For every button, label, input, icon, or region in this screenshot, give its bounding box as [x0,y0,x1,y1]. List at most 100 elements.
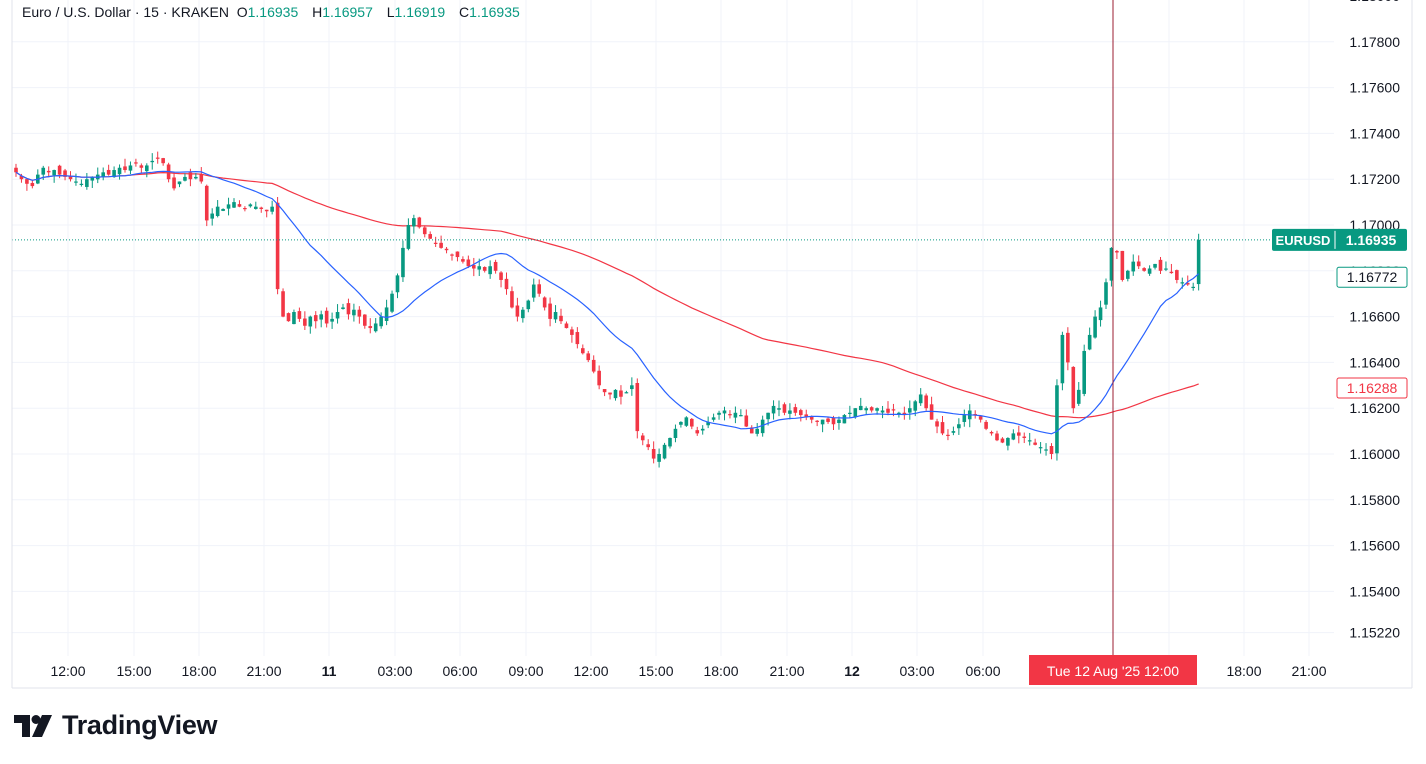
candle [559,308,563,324]
time-tick-label: 12 [844,663,860,679]
candle [466,255,471,269]
price-tick-label: 1.18000 [1349,0,1400,4]
candle [1027,432,1032,446]
candle [450,253,454,261]
candle [690,418,694,430]
candle [439,235,443,249]
candle [946,429,950,441]
candle [275,196,280,295]
tradingview-wordmark: TradingView [62,710,218,740]
candle [368,318,373,334]
candle [1115,249,1119,260]
candle [74,173,78,186]
candle [85,173,89,190]
candle [548,297,552,327]
candle [940,415,945,436]
high-label: H [312,4,323,20]
candle [428,231,432,239]
ma-slow-price-tag: 1.16288 [1336,377,1408,399]
price-tick-label: 1.15800 [1349,492,1400,508]
candle [145,163,149,178]
candle [117,164,122,180]
candle [1033,438,1037,446]
tradingview-logo[interactable]: TradingView [14,710,218,741]
candle [259,206,264,213]
candle [264,209,269,218]
price-tick-label: 1.16000 [1349,446,1400,462]
candle [957,418,961,435]
time-tick-label: 06:00 [442,663,477,679]
candle [199,167,204,184]
time-axis[interactable]: 12:00 15:00 18:00 21:00 11 03:00 06:00 09:00 12:… [50,663,1326,679]
price-tick-label: 1.16200 [1349,400,1400,416]
candle [128,161,133,175]
candle [1126,269,1130,282]
candle [935,418,939,434]
candle [390,290,394,314]
candle [510,286,514,309]
candle [412,214,416,234]
time-tick-label: 11 [322,663,337,679]
candle [106,164,111,176]
candle [635,378,640,439]
candle [384,299,389,326]
price-tick-label: 1.17600 [1349,80,1400,96]
candle [673,424,678,443]
candle [406,218,411,251]
candle [908,400,912,420]
candle [722,406,727,421]
candle [515,297,520,322]
candle [788,403,792,420]
time-tick-label: 21:00 [769,663,804,679]
high-value: 1.16957 [322,4,373,20]
candle [210,208,214,226]
candle [243,206,247,212]
candle [651,441,656,464]
crosshair-tag-bg [1029,655,1197,685]
candle [657,448,661,468]
candle [924,393,928,411]
candle [858,397,863,411]
candle [1169,263,1174,274]
candle [422,225,427,238]
candle [335,304,340,324]
candle [597,365,601,390]
price-tick-label: 1.17800 [1349,34,1400,50]
candle [319,310,323,328]
low-label: L [386,4,395,20]
candle [995,430,999,442]
candle [1175,269,1179,284]
candle [493,259,498,274]
candle [286,312,291,322]
candle [586,350,591,363]
candle [330,312,334,329]
close-value: 1.16935 [469,4,520,20]
candle [717,410,721,420]
candle [417,216,422,229]
candle [172,171,176,191]
candle [777,400,781,417]
candle [1164,261,1168,272]
fast-moving-average [15,170,1200,435]
candle [951,426,956,436]
candle [521,307,525,323]
candle [989,430,994,436]
candle [728,410,732,419]
candle [101,167,105,181]
price-tick-label: 1.16600 [1349,309,1400,325]
candle [619,385,623,405]
candle [297,307,302,322]
candle [308,315,313,334]
candle [488,260,492,279]
time-tick-label: 09:00 [508,663,543,679]
candle [504,272,509,295]
candle [237,200,242,208]
chart-legend: Euro / U.S. Dollar · 15 · KRAKEN O1.1693… [22,4,530,20]
candle [1044,443,1048,456]
ma-fast-price-tag: 1.16772 [1336,266,1408,288]
candle [684,416,689,427]
candle [461,256,465,264]
time-tick-label: 15:00 [638,663,673,679]
candle [346,298,351,320]
